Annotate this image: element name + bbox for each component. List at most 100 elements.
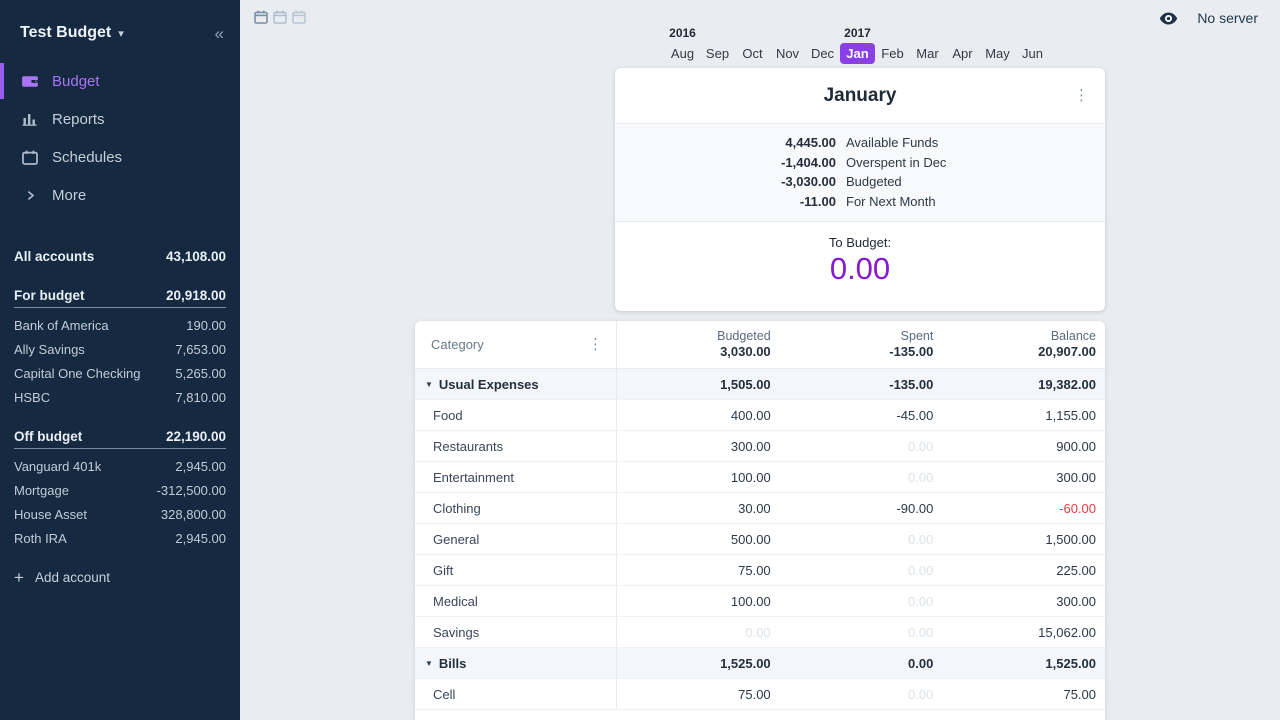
sidebar-item-label: More xyxy=(52,186,87,204)
spent-cell[interactable]: -90.00 xyxy=(896,500,934,516)
month-feb[interactable]: Feb xyxy=(881,46,904,61)
spent-cell[interactable]: 0.00 xyxy=(908,562,934,578)
balance-cell[interactable]: 1,155.00 xyxy=(1045,407,1097,423)
account-item-roth-ira[interactable]: Roth IRA 2,945.00 xyxy=(14,526,226,550)
add-account-label: Add account xyxy=(34,569,110,585)
budgeted-cell[interactable]: 75.00 xyxy=(738,562,771,578)
account-all-accounts[interactable]: All accounts 43,108.00 xyxy=(14,244,226,268)
budget-table: Category ⋮ Budgeted 3,030.00 Spent -135.00 B… xyxy=(415,321,1105,720)
category-name-cell[interactable]: Medical xyxy=(415,586,617,616)
balance-cell[interactable]: -60.00 xyxy=(1059,500,1097,516)
account-group-balance: 20,918.00 xyxy=(165,288,226,303)
privacy-eye-icon[interactable] xyxy=(1159,11,1178,26)
month-card-header: January ⋮ xyxy=(615,68,1105,123)
category-name-cell[interactable]: General xyxy=(415,524,617,554)
month-view-one-month-button[interactable] xyxy=(254,10,268,24)
month-mar[interactable]: Mar xyxy=(916,46,939,61)
spent-cell[interactable]: 0.00 xyxy=(908,624,934,640)
month-dec[interactable]: Dec xyxy=(810,46,835,61)
to-budget-label: To Budget: xyxy=(828,235,892,250)
category-name-cell[interactable]: Entertainment xyxy=(415,462,617,492)
expander-triangle-icon[interactable]: ▼ xyxy=(425,658,433,668)
budgeted-cell[interactable]: 100.00 xyxy=(730,469,771,485)
budgeted-cell[interactable]: 75.00 xyxy=(738,686,771,702)
category-name-cell[interactable]: Cell xyxy=(415,679,617,709)
spent-cell[interactable]: -45.00 xyxy=(896,407,934,423)
budgeted-cell: 1,505.00 xyxy=(720,376,771,392)
balance-cell[interactable]: 75.00 xyxy=(1063,686,1097,702)
spent-cell[interactable]: 0.00 xyxy=(908,593,934,609)
account-item-hsbc[interactable]: HSBC 7,810.00 xyxy=(14,385,226,409)
category-menu-kebab-icon[interactable]: ⋮ xyxy=(588,336,603,353)
sidebar-collapse-button[interactable]: « xyxy=(214,23,224,43)
expander-triangle-icon[interactable]: ▼ xyxy=(425,379,433,389)
row-values: 500.00 0.00 1,500.00 xyxy=(617,524,1105,554)
category-name-cell[interactable]: Food xyxy=(415,400,617,430)
balance-cell[interactable]: 300.00 xyxy=(1056,593,1097,609)
account-name: Bank of America xyxy=(14,317,109,333)
account-group-for-budget[interactable]: For budget 20,918.00 xyxy=(14,284,226,308)
budget-table-body: ▼ Usual Expenses 1,505.00 -135.00 19,382.00 F… xyxy=(415,369,1105,710)
month-view-three-months-button[interactable] xyxy=(292,10,306,24)
category-row-savings: Savings 0.00 0.00 15,062.00 xyxy=(415,617,1105,648)
row-values: 75.00 0.00 75.00 xyxy=(617,679,1105,709)
column-header-budgeted[interactable]: Budgeted 3,030.00 xyxy=(617,329,780,360)
balance-cell[interactable]: 225.00 xyxy=(1056,562,1097,578)
balance-cell[interactable]: 300.00 xyxy=(1056,469,1097,485)
category-name: Restaurants xyxy=(433,438,504,454)
group-name: Usual Expenses xyxy=(438,376,539,392)
month-nov[interactable]: Nov xyxy=(775,46,800,61)
sidebar-item-more[interactable]: More xyxy=(0,176,240,214)
spent-cell[interactable]: 0.00 xyxy=(908,469,934,485)
balance-cell[interactable]: 15,062.00 xyxy=(1038,624,1097,640)
month-aug[interactable]: Aug xyxy=(670,46,695,61)
account-item-mortgage[interactable]: Mortgage -312,500.00 xyxy=(14,478,226,502)
budgeted-cell[interactable]: 100.00 xyxy=(730,593,771,609)
month-may[interactable]: May xyxy=(985,46,1010,61)
account-item-ally-savings[interactable]: Ally Savings 7,653.00 xyxy=(14,337,226,361)
account-item-bank-of-america[interactable]: Bank of America 190.00 xyxy=(14,313,226,337)
budgeted-cell[interactable]: 400.00 xyxy=(730,407,771,423)
category-name-cell[interactable]: Restaurants xyxy=(415,431,617,461)
account-balance: 328,800.00 xyxy=(160,506,226,522)
budgeted-cell[interactable]: 500.00 xyxy=(730,531,771,547)
budgeted-cell[interactable]: 30.00 xyxy=(738,500,771,516)
budget-name-menu[interactable]: Test Budget ▾ xyxy=(20,24,124,42)
account-item-vanguard-401k[interactable]: Vanguard 401k 2,945.00 xyxy=(14,454,226,478)
sidebar-item-schedules[interactable]: Schedules xyxy=(0,138,240,176)
to-budget-value[interactable]: 0.00 xyxy=(829,251,891,286)
account-group-off-budget[interactable]: Off budget 22,190.00 xyxy=(14,425,226,449)
account-balance: 7,810.00 xyxy=(175,389,226,405)
spent-cell[interactable]: 0.00 xyxy=(908,438,934,454)
sidebar-item-reports[interactable]: Reports xyxy=(0,100,240,138)
balance-cell[interactable]: 900.00 xyxy=(1056,438,1097,454)
column-header-balance[interactable]: Balance 20,907.00 xyxy=(942,329,1105,360)
column-header-spent[interactable]: Spent -135.00 xyxy=(780,329,943,360)
budgeted-cell[interactable]: 0.00 xyxy=(745,624,771,640)
category-name-cell[interactable]: ▼ Usual Expenses xyxy=(415,369,617,399)
server-status-button[interactable]: No server xyxy=(1197,10,1258,26)
category-name-cell[interactable]: Gift xyxy=(415,555,617,585)
category-row-food: Food 400.00 -45.00 1,155.00 xyxy=(415,400,1105,431)
spent-cell[interactable]: 0.00 xyxy=(908,531,934,547)
budgeted-cell[interactable]: 300.00 xyxy=(730,438,771,454)
account-item-house-asset[interactable]: House Asset 328,800.00 xyxy=(14,502,226,526)
add-account-button[interactable]: + Add account xyxy=(14,566,226,588)
month-menu-kebab-icon[interactable]: ⋮ xyxy=(1074,87,1089,104)
sidebar-item-budget[interactable]: Budget xyxy=(0,62,240,100)
month-sep[interactable]: Sep xyxy=(705,46,730,61)
balance-cell[interactable]: 1,500.00 xyxy=(1045,531,1097,547)
category-name-cell[interactable]: ▼ Bills xyxy=(415,648,617,678)
category-name-cell[interactable]: Clothing xyxy=(415,493,617,523)
account-item-capital-one-checking[interactable]: Capital One Checking 5,265.00 xyxy=(14,361,226,385)
month-jan-selected[interactable]: Jan xyxy=(840,43,875,64)
category-name-cell[interactable]: Savings xyxy=(415,617,617,647)
month-oct[interactable]: Oct xyxy=(742,46,763,61)
category-name: Food xyxy=(433,407,463,423)
month-apr[interactable]: Apr xyxy=(952,46,973,61)
spent-cell[interactable]: 0.00 xyxy=(908,686,934,702)
balance-cell: 1,525.00 xyxy=(1045,655,1097,671)
month-jun[interactable]: Jun xyxy=(1022,46,1043,61)
month-view-two-months-button[interactable] xyxy=(273,10,287,24)
